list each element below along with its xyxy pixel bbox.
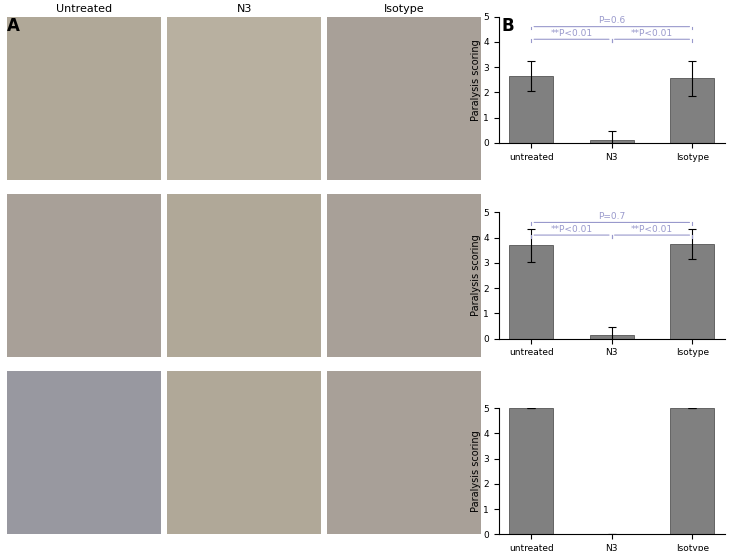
Y-axis label: Paralysis scoring: Paralysis scoring (471, 430, 481, 512)
Text: B: B (501, 17, 514, 35)
Y-axis label: Paralysis scoring: Paralysis scoring (471, 39, 481, 121)
Text: **P<0.01: **P<0.01 (550, 225, 593, 234)
Bar (590, 335, 634, 339)
Bar (671, 408, 714, 534)
Title: Isotype: Isotype (384, 4, 425, 14)
Text: A: A (7, 17, 20, 35)
Text: P=0.6: P=0.6 (598, 17, 625, 25)
Bar (509, 245, 553, 339)
Bar (671, 78, 714, 143)
Bar (671, 244, 714, 339)
Bar (509, 76, 553, 143)
Text: **P<0.01: **P<0.01 (631, 29, 673, 38)
Title: N3: N3 (236, 4, 252, 14)
Bar (509, 408, 553, 534)
Y-axis label: Paralysis scoring: Paralysis scoring (471, 235, 481, 316)
Title: Untreated: Untreated (56, 4, 112, 14)
Text: **P<0.01: **P<0.01 (631, 225, 673, 234)
Bar (590, 141, 634, 143)
Text: **P<0.01: **P<0.01 (550, 29, 593, 38)
Text: P=0.7: P=0.7 (598, 212, 625, 221)
